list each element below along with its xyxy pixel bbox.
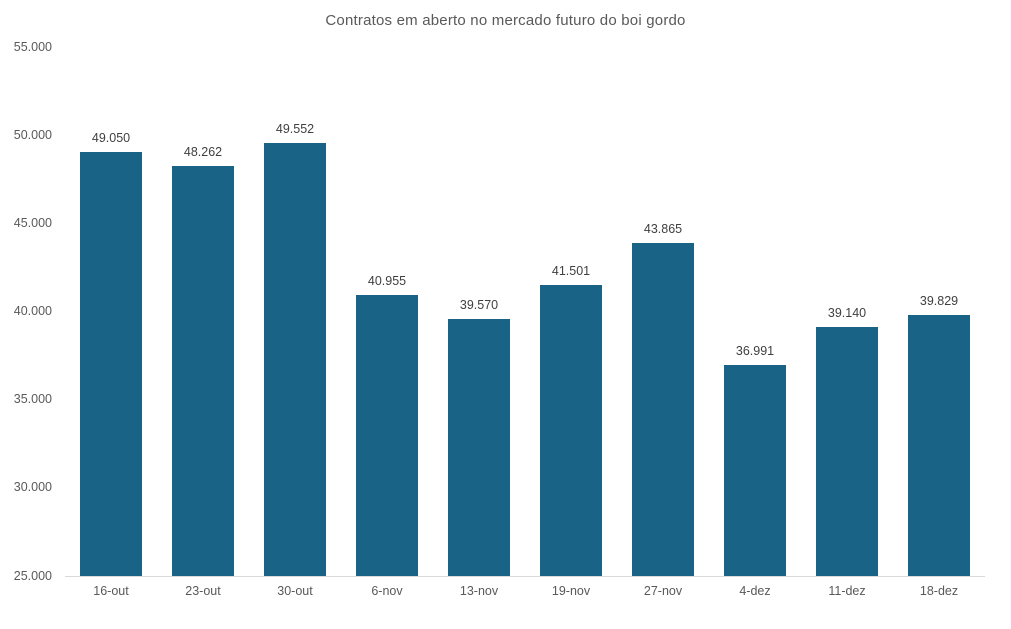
data-label: 41.501 xyxy=(551,264,591,279)
data-label: 39.829 xyxy=(919,293,959,308)
x-axis-tick-label: 18-dez xyxy=(919,584,959,598)
bar-23-out xyxy=(172,165,234,576)
bar-13-nov xyxy=(448,319,510,576)
x-axis-tick-label: 4-dez xyxy=(739,584,771,598)
y-axis-tick-label: 30.000 xyxy=(13,480,52,495)
bar-27-nov xyxy=(632,243,694,576)
y-axis-tick-label: 35.000 xyxy=(13,392,52,407)
data-label: 49.050 xyxy=(91,130,131,145)
x-axis-tick-label: 11-dez xyxy=(828,584,866,598)
bar-16-out xyxy=(80,151,142,576)
bar-30-out xyxy=(264,143,326,576)
bar-4-dez xyxy=(724,364,786,576)
x-axis-tick-label: 27-nov xyxy=(643,584,683,598)
data-label: 36.991 xyxy=(735,343,775,358)
data-label: 39.570 xyxy=(459,298,499,313)
y-axis-tick-label: 45.000 xyxy=(13,215,52,230)
x-axis-tick-label: 23-out xyxy=(185,584,221,598)
x-axis-tick-label: 13-nov xyxy=(459,584,499,598)
y-axis-tick-label: 50.000 xyxy=(13,127,52,142)
chart-title: Contratos em aberto no mercado futuro do… xyxy=(325,12,686,29)
x-axis-tick-label: 6-nov xyxy=(371,584,403,598)
y-axis-tick-label: 40.000 xyxy=(13,304,52,318)
x-axis-tick-label: 19-nov xyxy=(551,584,591,598)
bar-19-nov xyxy=(540,285,602,576)
x-axis-tick-label: 16-out xyxy=(93,584,129,598)
data-label: 43.865 xyxy=(643,222,683,237)
x-axis-tick-label: 30-out xyxy=(277,584,313,598)
data-label: 40.955 xyxy=(367,273,407,288)
plot-area: 49.050 16-out 48.262 23-out 49.552 30-out 40.9… xyxy=(65,47,985,598)
y-axis-tick-label: 55.000 xyxy=(13,39,52,54)
bar-11-dez xyxy=(816,326,878,576)
y-axis-tick-label: 25.000 xyxy=(13,568,52,583)
y-axis: 55.000 50.000 45.000 40.000 35.000 30.000 25.0… xyxy=(0,0,52,629)
data-label: 49.552 xyxy=(275,122,315,137)
data-label: 48.262 xyxy=(183,144,223,159)
bar-6-nov xyxy=(356,294,418,576)
bar-18-dez xyxy=(908,314,970,576)
data-label: 39.140 xyxy=(827,305,867,320)
